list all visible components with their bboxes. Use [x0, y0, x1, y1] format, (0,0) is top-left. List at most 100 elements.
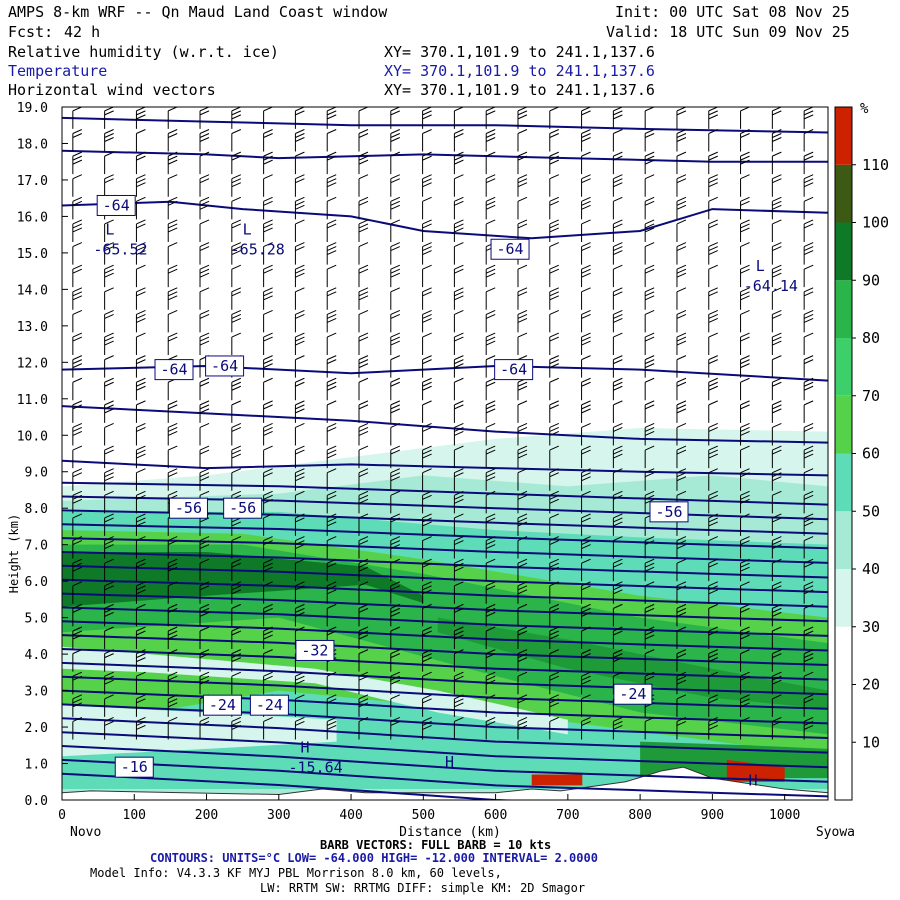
wind-barb: [803, 490, 814, 514]
wind-barb: [517, 581, 528, 604]
wind-barb: [581, 107, 591, 129]
model-info: Model Info: V4.3.3 KF MYJ PBL Morrison 8…: [90, 866, 502, 880]
wind-barb: [72, 423, 83, 446]
colorbar-label: 60: [862, 445, 880, 463]
wind-barb: [612, 400, 623, 423]
wind-barb: [358, 129, 369, 152]
wind-barb: [263, 219, 273, 242]
wind-barb: [740, 332, 750, 356]
wind-barb: [644, 174, 655, 197]
x-end-label-left: Novo: [70, 825, 101, 840]
wind-barb: [644, 264, 655, 288]
wind-barb: [453, 355, 464, 378]
y-tick-label: 19.0: [17, 101, 48, 116]
wind-barb: [199, 174, 210, 197]
contour-label-box: [205, 355, 245, 377]
wind-barb: [358, 558, 369, 582]
wind-barb: [263, 513, 273, 536]
contour-label-box: [490, 238, 530, 260]
y-tick-label: 7.0: [25, 539, 48, 554]
wind-barb: [517, 174, 528, 197]
colorbar-segment: [835, 511, 852, 569]
wind-barb: [294, 423, 305, 446]
wind-barb: [612, 671, 623, 695]
wind-barb: [263, 445, 273, 469]
wind-barb: [644, 129, 655, 152]
wind-barb: [263, 581, 273, 604]
wind-barb: [326, 536, 337, 559]
wind-barb: [708, 219, 718, 242]
temp-contour-11: [62, 551, 828, 579]
wind-barb: [740, 309, 750, 333]
wind-barb: [167, 468, 178, 491]
wind-barb: [485, 581, 496, 604]
wind-barb: [453, 242, 464, 265]
wind-barb: [549, 377, 559, 401]
wind-barb: [167, 423, 178, 446]
wind-barb: [326, 129, 337, 152]
wind-barb: [199, 626, 210, 649]
wind-barb: [803, 649, 814, 672]
wind-barb: [422, 536, 432, 559]
wind-barb: [135, 649, 146, 672]
wind-barb: [708, 355, 718, 378]
wind-barb: [167, 129, 178, 152]
wind-barb: [294, 309, 305, 333]
wind-barb: [104, 107, 114, 129]
rh-band-dry-low: [62, 705, 337, 757]
field-xy-rh: XY= 370.1,101.9 to 241.1,137.6: [384, 43, 655, 61]
wind-barb: [453, 671, 464, 695]
wind-barb: [135, 129, 146, 152]
wind-barb: [708, 558, 718, 582]
wind-barb: [517, 445, 528, 469]
wind-barb: [358, 174, 369, 197]
wind-barb: [803, 603, 814, 627]
wind-barb: [517, 716, 528, 740]
wind-barb: [263, 287, 273, 310]
wind-barb: [549, 309, 559, 333]
wind-barb: [72, 626, 83, 649]
wind-barb: [453, 196, 464, 220]
wind-barb: [771, 400, 782, 423]
wind-barb: [644, 309, 655, 333]
wind-barb: [326, 332, 337, 356]
wind-barb: [294, 107, 305, 129]
wind-barb: [740, 581, 750, 604]
wind-barb: [422, 309, 432, 333]
wind-barb: [390, 151, 401, 175]
wind-barb: [422, 377, 432, 401]
wind-barb: [517, 107, 528, 129]
x-axis-label: Distance (km): [399, 825, 501, 840]
extremum-marker: H: [445, 753, 454, 771]
wind-barb: [167, 174, 178, 197]
wind-barb: [485, 332, 496, 356]
wind-barb: [104, 581, 114, 604]
wind-barb: [485, 536, 496, 559]
wind-barb: [199, 129, 210, 152]
wind-barb: [803, 309, 814, 333]
colorbar-label: 90: [862, 271, 880, 289]
wind-barb: [199, 649, 210, 672]
wind-barb: [612, 151, 623, 175]
wind-barb: [167, 626, 178, 649]
wind-barb: [135, 264, 146, 288]
wind-barb: [708, 332, 718, 356]
wind-barb: [358, 649, 369, 672]
wind-barb: [231, 671, 242, 695]
wind-barb: [612, 445, 623, 469]
wind-barb: [422, 242, 432, 265]
wind-barb: [390, 377, 401, 401]
wind-barb: [549, 581, 559, 604]
wind-barb: [771, 716, 782, 740]
wind-barb: [263, 377, 273, 401]
wind-barb: [676, 129, 687, 152]
temp-contour-14: [62, 592, 828, 623]
wind-barb: [167, 264, 178, 288]
wind-barb: [167, 287, 178, 310]
wind-barb: [644, 242, 655, 265]
wind-barb: [485, 423, 496, 446]
wind-barb: [644, 423, 655, 446]
wind-barb: [199, 196, 210, 220]
wind-barb: [549, 242, 559, 265]
wind-barb: [104, 671, 114, 695]
